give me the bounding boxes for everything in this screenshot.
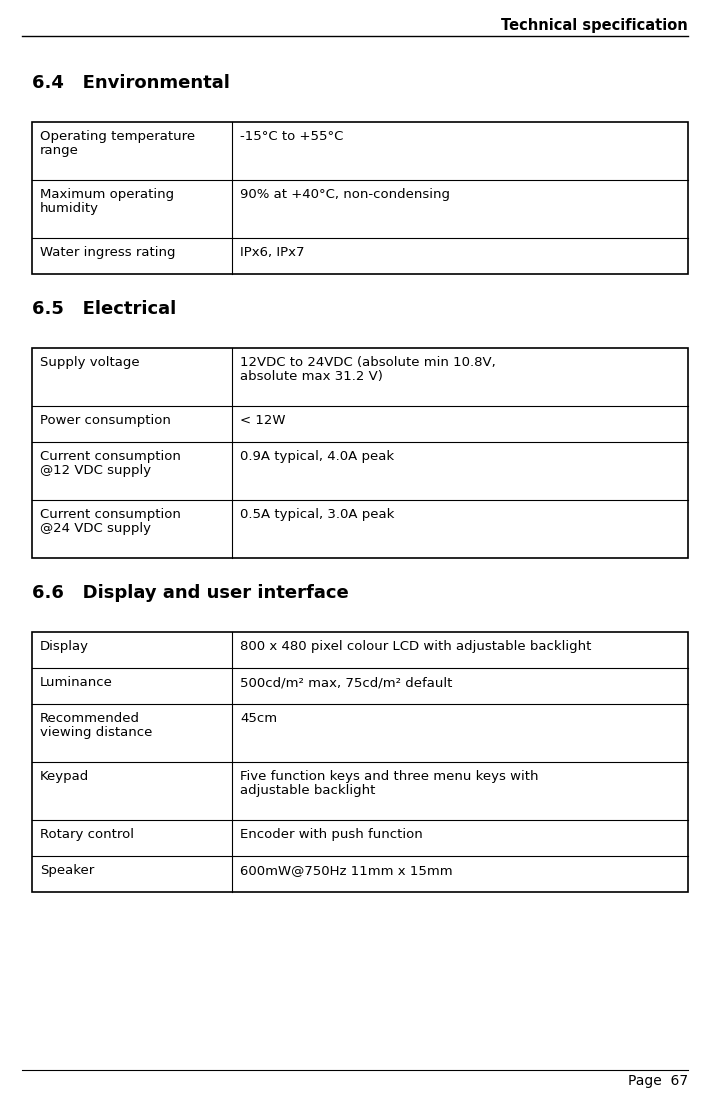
Text: -15°C to +55°C: -15°C to +55°C xyxy=(240,130,344,143)
Text: 6.4   Environmental: 6.4 Environmental xyxy=(32,74,230,91)
Text: 6.6   Display and user interface: 6.6 Display and user interface xyxy=(32,584,349,602)
Bar xyxy=(32,348,688,558)
Text: IPx6, IPx7: IPx6, IPx7 xyxy=(240,246,305,259)
Text: Keypad: Keypad xyxy=(40,770,89,784)
Text: 500cd/m² max, 75cd/m² default: 500cd/m² max, 75cd/m² default xyxy=(240,676,452,689)
Text: @24 VDC supply: @24 VDC supply xyxy=(40,521,151,534)
Text: @12 VDC supply: @12 VDC supply xyxy=(40,464,151,477)
Text: Page  67: Page 67 xyxy=(628,1074,688,1088)
Text: Rotary control: Rotary control xyxy=(40,828,134,841)
Text: 600mW@750Hz 11mm x 15mm: 600mW@750Hz 11mm x 15mm xyxy=(240,864,453,877)
Text: Current consumption: Current consumption xyxy=(40,508,181,521)
Text: viewing distance: viewing distance xyxy=(40,726,153,738)
Text: 800 x 480 pixel colour LCD with adjustable backlight: 800 x 480 pixel colour LCD with adjustab… xyxy=(240,640,591,653)
Text: Technical specification: Technical specification xyxy=(501,18,688,33)
Text: 12VDC to 24VDC (absolute min 10.8V,: 12VDC to 24VDC (absolute min 10.8V, xyxy=(240,356,496,369)
Text: humidity: humidity xyxy=(40,202,99,215)
Text: 45cm: 45cm xyxy=(240,712,277,725)
Text: Maximum operating: Maximum operating xyxy=(40,188,174,201)
Text: Speaker: Speaker xyxy=(40,864,94,877)
Text: 90% at +40°C, non-condensing: 90% at +40°C, non-condensing xyxy=(240,188,450,201)
Text: 0.9A typical, 4.0A peak: 0.9A typical, 4.0A peak xyxy=(240,450,394,463)
Bar xyxy=(32,633,688,892)
Text: Display: Display xyxy=(40,640,89,653)
Text: Recommended: Recommended xyxy=(40,712,140,725)
Text: Operating temperature: Operating temperature xyxy=(40,130,195,143)
Text: < 12W: < 12W xyxy=(240,414,285,426)
Text: Luminance: Luminance xyxy=(40,676,113,689)
Text: range: range xyxy=(40,143,79,156)
Text: Power consumption: Power consumption xyxy=(40,414,171,426)
Bar xyxy=(32,122,688,274)
Text: Five function keys and three menu keys with: Five function keys and three menu keys w… xyxy=(240,770,539,784)
Text: 6.5   Electrical: 6.5 Electrical xyxy=(32,300,176,318)
Text: absolute max 31.2 V): absolute max 31.2 V) xyxy=(240,370,383,382)
Text: Current consumption: Current consumption xyxy=(40,450,181,463)
Text: Water ingress rating: Water ingress rating xyxy=(40,246,175,259)
Text: adjustable backlight: adjustable backlight xyxy=(240,784,376,797)
Text: Supply voltage: Supply voltage xyxy=(40,356,140,369)
Text: 0.5A typical, 3.0A peak: 0.5A typical, 3.0A peak xyxy=(240,508,395,521)
Text: Encoder with push function: Encoder with push function xyxy=(240,828,423,841)
